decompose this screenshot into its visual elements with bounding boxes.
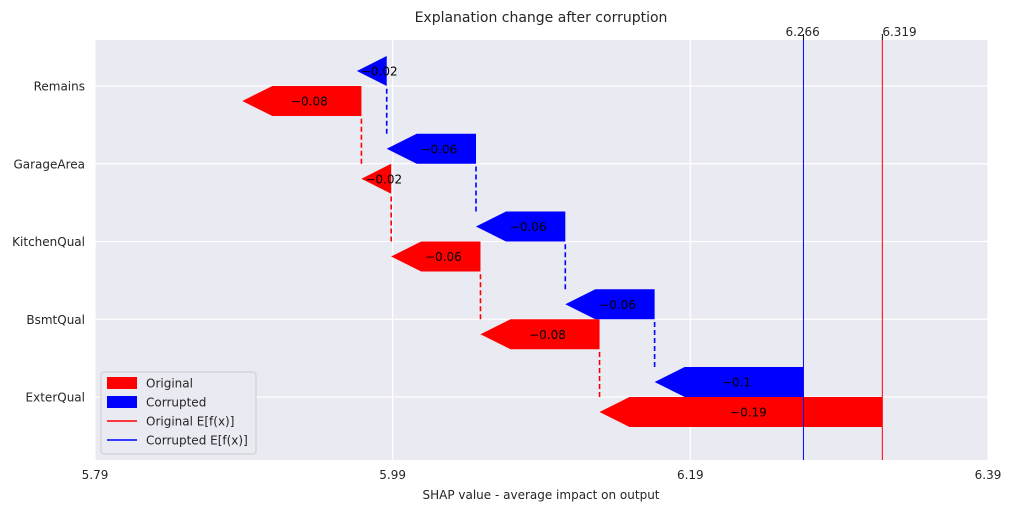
bar-original-remains: [242, 86, 362, 116]
x-tick-label: 5.79: [82, 468, 109, 482]
value-label: −0.1: [722, 376, 751, 390]
baselines: 6.319 6.266: [785, 25, 917, 460]
value-label: −0.02: [361, 65, 398, 79]
baseline-label: 6.319: [882, 25, 916, 39]
y-tick-label: GarageArea: [13, 157, 85, 171]
bar-corrupted-garagearea: [386, 133, 477, 164]
legend-label: Corrupted: [146, 396, 206, 410]
legend-box: [100, 371, 257, 455]
legend-swatch: [107, 396, 137, 408]
bars: [242, 56, 883, 427]
axes: 5.79 5.99 6.19 6.39 Remains GarageArea Kitchen…: [12, 80, 1001, 483]
legend-swatch: [107, 377, 137, 389]
value-label: −0.06: [510, 220, 547, 234]
chart-title: Explanation change after corruption: [415, 10, 668, 26]
y-tick-label: ExterQual: [26, 391, 85, 405]
value-label: −0.02: [365, 172, 402, 186]
legend-label: Corrupted E[f(x)]: [146, 434, 248, 448]
bar-corrupted-remains: [356, 56, 387, 86]
bar-original-kitchenqual: [391, 241, 481, 272]
x-tick-label: 5.99: [379, 468, 406, 482]
value-label: −0.08: [529, 328, 566, 342]
value-label: −0.06: [420, 142, 457, 156]
bar-original-garagearea: [361, 163, 392, 194]
bar-corrupted-exterqual: [654, 367, 804, 397]
value-label: −0.08: [291, 95, 328, 109]
x-tick-label: 6.19: [677, 468, 704, 482]
legend-label: Original: [146, 377, 193, 391]
y-tick-label: KitchenQual: [12, 235, 85, 249]
baseline-label: 6.266: [785, 25, 819, 39]
bar-original-bsmtqual: [480, 319, 600, 350]
bar-corrupted-bsmtqual: [565, 289, 655, 320]
y-tick-label: Remains: [34, 80, 85, 94]
value-label: −0.06: [425, 250, 462, 264]
x-tick-label: 6.39: [975, 468, 1002, 482]
value-labels: −0.19 −0.08 −0.06 −0.02 −0.08 −0.1 −0.06 −0.06 −…: [291, 65, 767, 420]
x-axis-label: SHAP value - average impact on output: [422, 488, 659, 502]
legend-label: Original E[f(x)]: [146, 415, 234, 429]
value-label: −0.06: [599, 298, 636, 312]
legend: Original Corrupted Original E[f(x)] Corrupt…: [100, 371, 257, 455]
y-tick-label: BsmtQual: [26, 313, 85, 327]
value-label: −0.19: [730, 406, 767, 420]
bar-original-exterqual: [599, 397, 883, 427]
bar-corrupted-kitchenqual: [476, 211, 566, 242]
